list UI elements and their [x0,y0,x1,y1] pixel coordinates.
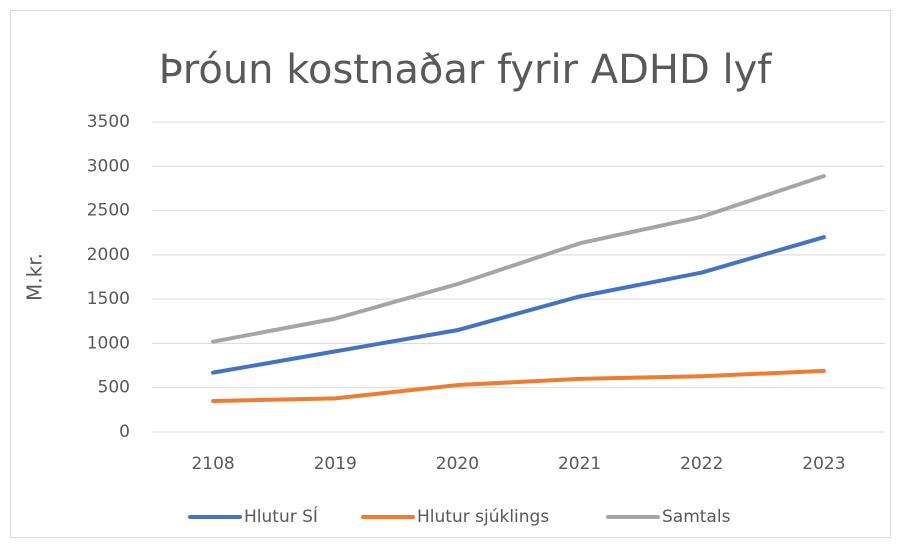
y-tick-label: 1000 [87,333,130,353]
y-tick-label: 500 [98,378,130,398]
y-axis-label: M.kr. [23,253,47,301]
x-tick-label: 2021 [558,454,601,474]
chart-title: Þróun kostnaðar fyrir ADHD lyf [159,47,773,93]
legend-label: Hlutur SÍ [244,505,318,527]
chart-frame [10,10,891,538]
y-tick-label: 2500 [87,201,130,221]
y-tick-label: 1500 [87,289,130,309]
x-tick-label: 2022 [680,454,723,474]
x-tick-label: 2023 [802,454,845,474]
series-line [211,368,826,403]
series-line [211,174,826,344]
y-tick-label: 2000 [87,245,130,265]
y-tick-label: 3000 [87,156,130,176]
y-tick-label: 3500 [87,112,130,132]
x-tick-label: 2108 [191,454,234,474]
series-line [211,235,826,375]
x-tick-label: 2020 [436,454,479,474]
y-tick-label: 0 [119,422,130,442]
legend-label: Samtals [662,507,731,527]
x-tick-label: 2019 [314,454,357,474]
legend-label: Hlutur sjúklings [417,507,549,527]
